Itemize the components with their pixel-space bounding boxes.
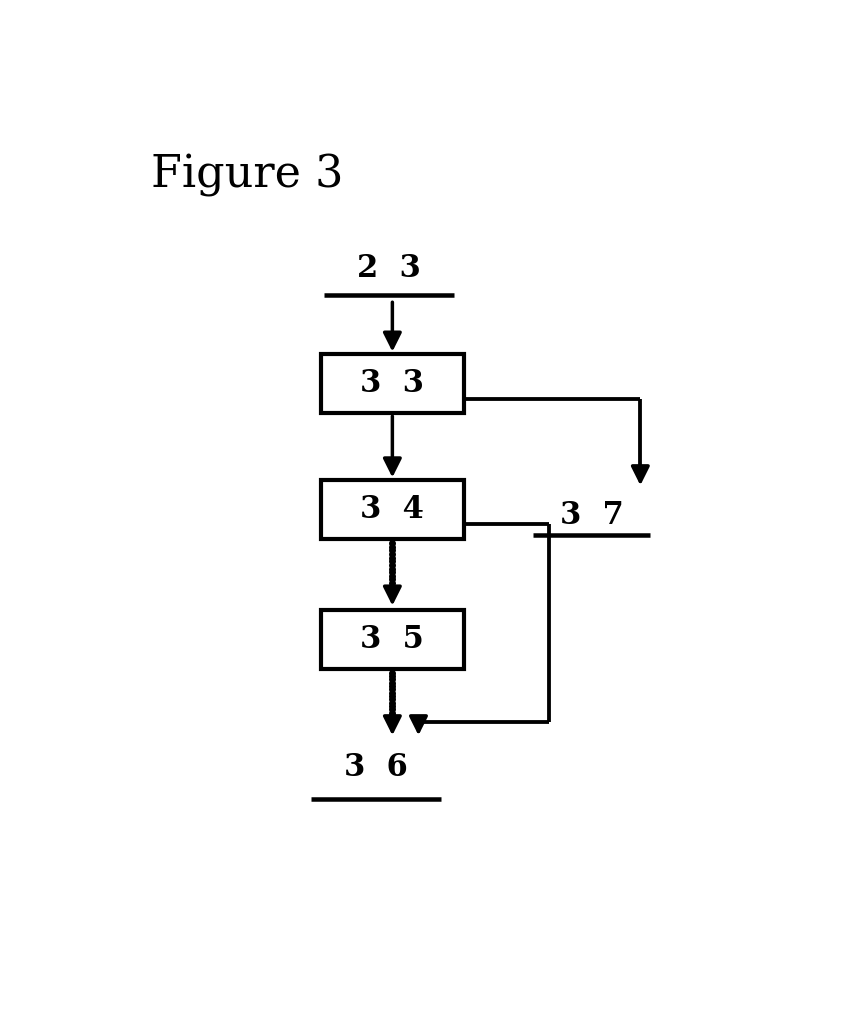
Text: 3  6: 3 6 xyxy=(344,751,408,783)
FancyBboxPatch shape xyxy=(321,354,464,414)
Text: 3  3: 3 3 xyxy=(360,369,424,399)
FancyBboxPatch shape xyxy=(321,480,464,539)
FancyBboxPatch shape xyxy=(321,610,464,669)
Text: 3  4: 3 4 xyxy=(360,494,424,525)
Text: Figure 3: Figure 3 xyxy=(151,154,344,197)
Text: 3  7: 3 7 xyxy=(560,500,623,531)
Text: 3  5: 3 5 xyxy=(360,624,424,654)
Text: 2  3: 2 3 xyxy=(357,252,421,284)
